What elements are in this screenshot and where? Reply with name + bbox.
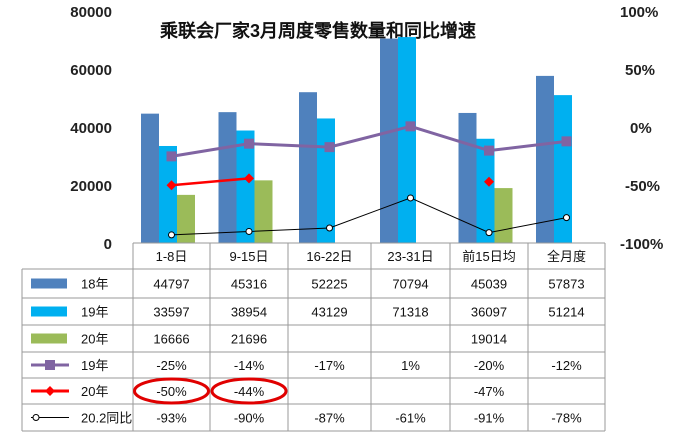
bar-18-1 [218,112,237,243]
right-tick-4: 100% [620,4,658,21]
line-19-growth-point-5 [561,136,572,147]
line-19-growth-point-1 [244,138,254,149]
table-cell-0-3: 70794 [392,277,428,292]
data-table: 1-8日 9-15日 16-22日 23-31日 前15日均 全月度 18年 44797 453… [21,242,606,432]
line-20-growth-point-1 [244,173,254,184]
table-cell-5-4: -91% [474,411,505,426]
highlight-ellipse-0 [133,377,210,405]
table-cell-1-1: 38954 [231,305,267,320]
table-cell-2-0: 16666 [153,332,189,347]
right-axis: -100% -50% 0% 50% 100% [620,4,663,253]
bar-layer [141,37,572,244]
line-202-yoy-point-2 [326,224,333,232]
bar-19-1 [236,130,255,243]
table-cell-3-5: -12% [551,358,582,373]
bar-19-2 [317,118,335,243]
left-tick-1: 20000 [70,178,112,195]
table-cell-1-2: 43129 [311,305,347,320]
legend-key-bar-1 [31,306,67,317]
bar-18-0 [141,113,159,244]
bar-19-4 [476,138,495,243]
table-cell-0-4: 45039 [471,277,507,292]
table-cell-4-4: -47% [474,384,505,399]
bar-20-1 [254,180,273,243]
line-202-yoy-point-4 [485,229,493,237]
row-label-5: 20.2同比 [81,411,132,426]
right-tick-2: 0% [630,120,652,137]
row-label-0: 18年 [81,277,108,292]
table-cell-0-0: 44797 [153,277,189,292]
table-cell-2-1: 21696 [231,332,267,347]
row-label-1: 19年 [81,305,108,320]
left-tick-4: 80000 [70,4,112,21]
table-cell-3-3: 1% [401,358,420,373]
line-20-growth-point-0 [166,180,177,191]
table-cell-5-2: -87% [314,411,345,426]
category-label-4: 前15日均 [462,249,515,264]
table-cell-5-3: -61% [395,411,426,426]
row-label-3: 19年 [81,358,108,373]
table-cell-1-4: 36097 [471,305,507,320]
table-cell-5-1: -90% [234,411,265,426]
left-tick-0: 0 [104,236,112,253]
line-20-growth-path-0 [171,177,250,187]
bar-19-0 [159,145,177,243]
table-cell-5-0: -93% [156,411,187,426]
bar-20-0 [177,194,195,243]
table-cell-3-0: -25% [156,358,187,373]
table-cell-3-4: -20% [474,358,505,373]
bar-18-2 [299,92,317,243]
row-label-4: 20年 [81,384,108,399]
bar-20-4 [494,188,513,243]
line-19-growth-point-2 [324,142,335,153]
table-cell-1-5: 51214 [548,305,584,320]
legend-marker-4 [45,386,55,396]
legend-marker-5 [32,414,40,421]
line-202-yoy-path-0 [171,197,567,236]
legend-key-bar-0 [31,278,67,289]
table-cell-0-1: 45316 [231,277,267,292]
line-202-yoy-point-3 [407,194,414,202]
table-cell-3-1: -14% [234,358,265,373]
line-layer [166,121,572,239]
table-cell-4-0: -50% [156,384,187,399]
table-cell-4-1: -44% [234,384,265,399]
category-label-3: 23-31日 [387,249,433,264]
bar-18-3 [380,38,398,244]
bar-18-5 [536,75,554,243]
left-tick-3: 60000 [70,62,112,79]
category-label-2: 16-22日 [306,249,352,264]
line-19-growth-point-0 [166,151,177,162]
row-label-2: 20年 [81,332,108,347]
category-label-1: 9-15日 [229,249,268,264]
line-19-growth-point-4 [484,145,494,156]
bar-19-3 [398,37,416,243]
left-tick-2: 40000 [70,120,112,137]
table-cell-0-5: 57873 [548,277,584,292]
right-tick-0: -100% [620,236,663,253]
line-202-yoy-point-0 [168,231,175,239]
right-tick-3: 50% [625,62,655,79]
chart-title: 乘联会厂家3月周度零售数量和同比增速 [159,20,476,41]
legend-marker-3 [45,360,55,370]
table-cell-5-5: -78% [551,411,582,426]
line-19-growth-path-0 [171,124,567,158]
legend-key-bar-2 [31,333,67,344]
table-cell-3-2: -17% [314,358,345,373]
table-cell-2-4: 19014 [471,332,507,347]
line-202-yoy-point-5 [563,214,570,222]
table-cell-1-3: 71318 [392,305,428,320]
category-label-5: 全月度 [547,249,586,264]
bar-19-5 [554,95,572,244]
line-19-growth-point-3 [405,121,416,132]
line-202-yoy-point-1 [245,227,253,235]
left-axis: 0 20000 40000 60000 80000 [70,4,112,253]
highlight-ellipse-1 [210,377,288,405]
category-label-0: 1-8日 [156,249,188,264]
line-20-growth-point-4 [484,176,494,187]
table-cell-0-2: 52225 [311,277,347,292]
table-cell-1-0: 33597 [153,305,189,320]
right-tick-1: -50% [625,178,660,195]
